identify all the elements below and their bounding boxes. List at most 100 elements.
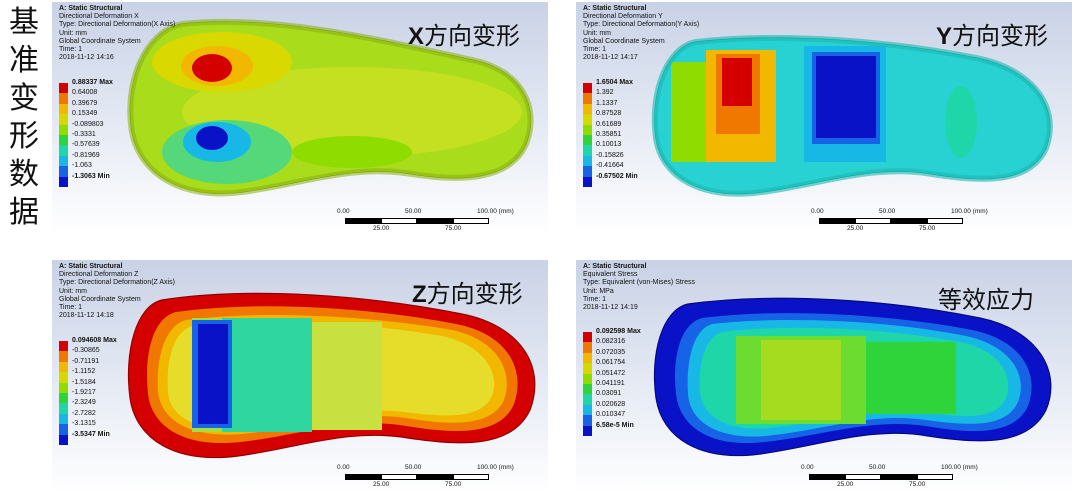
contour-band (196, 126, 228, 150)
heading-axis-letter: Y (936, 23, 953, 50)
scale-segment (381, 474, 417, 480)
legend-label: -0.15826 (596, 151, 624, 159)
legend-swatch (59, 382, 68, 393)
header-line: Type: Directional Deformation(X Axis) (59, 21, 176, 29)
contour-band (192, 54, 232, 82)
legend-swatch (59, 372, 68, 383)
legend-swatch (583, 166, 592, 177)
contour-band (312, 322, 382, 430)
scale-segment (453, 474, 489, 480)
header-line: Time: 1 (59, 304, 83, 312)
panel-x-deformation: A: Static Structural Directional Deforma… (52, 2, 548, 236)
scale-tick-label: 100.00 (mm) (477, 464, 514, 471)
legend-label: 0.15349 (72, 110, 98, 118)
side-title-char: 数 (9, 157, 39, 192)
scale-segment (809, 474, 845, 480)
sole-contour-plot (653, 297, 1052, 457)
scale-segment (417, 474, 453, 480)
panel-heading: 等效应力 (938, 280, 1034, 315)
scale-bar: 0.00 50.00 100.00 (mm) 25.00 75.00 (337, 464, 537, 492)
header-line: Unit: mm (583, 29, 611, 37)
legend-swatch (59, 114, 68, 125)
panel-y-deformation: A: Static Structural Directional Deforma… (576, 2, 1072, 236)
legend-label: 0.10013 (596, 141, 622, 149)
legend-label: -1.5184 (72, 378, 96, 386)
header-line: Time: 1 (583, 46, 607, 54)
side-title-char: 形 (9, 119, 39, 154)
side-title-char: 据 (9, 195, 39, 230)
legend-label: 0.010347 (596, 411, 626, 419)
header-line: 2018-11-12 14:16 (59, 54, 114, 62)
contour-band (945, 86, 977, 158)
side-title: 基 准 变 形 数 据 (2, 4, 46, 232)
legend-label: 0.87528 (596, 110, 622, 118)
sole-rim (651, 35, 1053, 197)
legend-swatch (583, 352, 592, 364)
legend-swatch (583, 145, 592, 156)
legend-label: 0.64008 (72, 89, 98, 97)
scale-segment (845, 474, 881, 480)
scale-segment (881, 474, 917, 480)
legend-label: 0.082316 (596, 338, 626, 346)
legend-swatch (583, 404, 592, 416)
scale-tick-label: 100.00 (mm) (951, 208, 988, 215)
scale-tick-label: 0.00 (811, 208, 824, 215)
scale-bar: 0.00 50.00 100.00 (mm) 25.00 75.00 (801, 464, 1001, 492)
header-line: Time: 1 (583, 295, 607, 303)
legend-swatch (583, 383, 592, 395)
legend-swatch (583, 363, 592, 374)
scale-tick-label: 0.00 (337, 464, 350, 471)
legend-swatch (59, 103, 68, 115)
legend-swatch (59, 166, 68, 177)
legend-swatch (59, 392, 68, 404)
legend-label: 0.041191 (596, 379, 625, 387)
scale-tick-label: 50.00 (879, 208, 896, 215)
header-line: Directional Deformation X (59, 13, 139, 21)
legend-label: -1.9217 (72, 388, 96, 396)
legend-label: -1.063 (72, 162, 92, 170)
legend-swatch (59, 341, 68, 352)
header-line: 2018-11-12 14:17 (583, 54, 638, 62)
header-line: Unit: mm (59, 29, 87, 37)
header-line: Directional Deformation Z (59, 271, 139, 279)
header-line: 2018-11-12 14:18 (59, 312, 114, 320)
legend-label: 0.39679 (72, 99, 98, 107)
legend-swatch (583, 155, 592, 167)
scale-segment (927, 218, 963, 224)
header-title: A: Static Structural (583, 263, 647, 270)
legend-swatch (59, 403, 68, 414)
heading-text: 方向变形 (952, 22, 1049, 50)
legend-label: 1.6504 Max (596, 79, 633, 86)
legend-swatch (583, 332, 592, 343)
scale-bar: 0.00 50.00 100.00 (mm) 25.00 75.00 (337, 208, 537, 236)
legend-label: 0.88337 Max (72, 79, 113, 86)
legend-swatch (59, 351, 68, 362)
scale-tick-label: 25.00 (847, 225, 864, 232)
legend-swatch (583, 373, 592, 384)
scale-tick-label: 50.00 (405, 464, 422, 471)
header-line: Global Coordinate System (59, 37, 141, 45)
scale-segment (417, 218, 453, 224)
scale-tick-label: 50.00 (405, 208, 422, 215)
scale-segment (453, 218, 489, 224)
legend-label: 0.092598 Max (596, 328, 641, 335)
legend-swatch (583, 342, 592, 353)
header-line: Global Coordinate System (59, 295, 141, 303)
sole-contour-plot (127, 18, 534, 197)
sole-contour-plot (127, 292, 536, 459)
legend-label: -0.57639 (72, 141, 100, 149)
legend-label: 0.03091 (596, 390, 622, 398)
panel-z-deformation: A: Static Structural Directional Deforma… (52, 260, 548, 494)
contour-band (292, 136, 412, 168)
legend-swatch (583, 83, 592, 94)
contour-band (222, 318, 312, 432)
header-line: Unit: MPa (583, 287, 614, 295)
legend-swatch (59, 176, 68, 187)
scale-tick-label: 50.00 (869, 464, 886, 471)
legend-label: 1.1337 (596, 99, 618, 107)
scale-tick-label: 0.00 (337, 208, 350, 215)
legend-swatch (583, 134, 592, 146)
heading-text: 方向变形 (426, 280, 523, 308)
header-line: Equivalent Stress (583, 271, 638, 279)
legend-swatch (59, 124, 68, 135)
